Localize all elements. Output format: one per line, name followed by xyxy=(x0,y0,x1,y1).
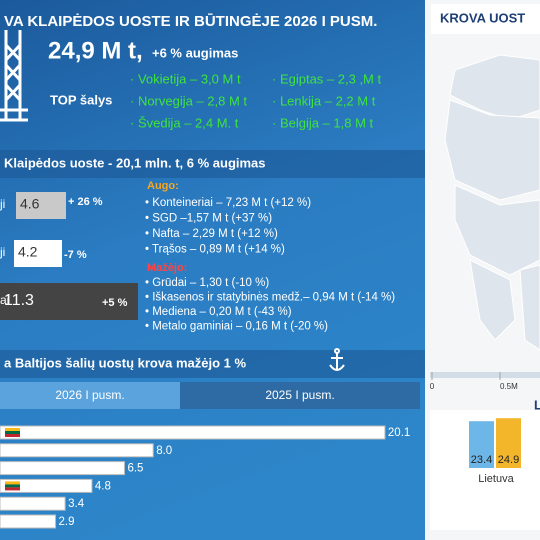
top-label: TOP šalys xyxy=(50,92,112,107)
scale-label: 0 xyxy=(430,382,435,391)
bar-label: 23.4 xyxy=(471,454,492,466)
bar-label: 2.9 xyxy=(59,516,75,528)
map-header xyxy=(431,4,540,34)
section-band xyxy=(0,350,425,378)
top-country: · Belgija – 1,8 M t xyxy=(272,115,374,130)
bar xyxy=(0,443,154,458)
top-country: · Norvegija – 2,8 M t xyxy=(130,93,247,108)
bar-label: 6.5 xyxy=(127,463,143,475)
tab xyxy=(0,382,180,409)
growth: +6 % augimas xyxy=(152,45,238,60)
bar xyxy=(0,478,93,493)
tab-label: 2025 I pusm. xyxy=(265,388,334,402)
top-country: · Lenkija – 2,2 M t xyxy=(272,93,376,108)
row-change: + 26 % xyxy=(68,196,103,208)
total: 24,9 M t, xyxy=(48,37,143,64)
row-label: ji xyxy=(0,245,5,259)
grew-item: • Trąšos – 0,89 M t (+14 %) xyxy=(145,244,285,256)
section-title: a Baltijos šalių uostų krova mažėjo 1 % xyxy=(4,355,246,370)
flag xyxy=(5,484,20,488)
row-label: ai xyxy=(0,293,9,307)
map xyxy=(444,54,540,351)
grew-item: • SGD –1,57 M t (+37 %) xyxy=(145,213,272,225)
row-value: 4.2 xyxy=(18,244,38,260)
bar xyxy=(0,496,66,511)
anchor-icon xyxy=(329,348,345,371)
flag xyxy=(5,434,20,437)
scale-label: 0.5M xyxy=(500,382,518,391)
grew-label: Augo: xyxy=(147,180,179,192)
map-title: KROVA UOST xyxy=(440,10,525,25)
flag xyxy=(5,487,20,491)
bar xyxy=(0,514,57,529)
row-value: 4.6 xyxy=(20,196,40,212)
grew-item: • Nafta – 2,29 M t (+12 %) xyxy=(145,228,278,240)
legend-title: L xyxy=(534,397,540,412)
row-change: +5 % xyxy=(102,297,128,309)
fell-item: • Metalo gaminiai – 0,16 M t (-20 %) xyxy=(145,321,328,333)
tab-label: 2026 I pusm. xyxy=(55,388,124,402)
bar-label: 20.1 xyxy=(388,427,410,439)
value-box xyxy=(14,240,62,267)
bar xyxy=(0,461,125,476)
fell-item: • Grūdai – 1,30 t (-10 %) xyxy=(145,277,269,289)
row-label: ji xyxy=(0,197,5,211)
flag xyxy=(5,481,20,485)
fell-item: • Mediena – 0,20 M t (-43 %) xyxy=(145,306,292,318)
bar xyxy=(496,418,521,468)
top-country: · Vokietija – 3,0 M t xyxy=(130,71,241,86)
value-box xyxy=(0,283,138,320)
top-country: · Egiptas – 2,3 ,M t xyxy=(272,71,381,86)
section-band xyxy=(0,150,425,178)
flag xyxy=(5,428,20,431)
row-value: 11.3 xyxy=(4,292,34,309)
tower-icon xyxy=(0,30,28,122)
bar-label: 4.8 xyxy=(95,480,111,492)
row-change: -7 % xyxy=(64,249,87,261)
grew-item: • Konteineriai – 7,23 M t (+12 %) xyxy=(145,197,311,209)
top-country: · Švedija – 2,4 M. t xyxy=(130,115,239,130)
section-title: Klaipėdos uoste - 20,1 mln. t, 6 % augim… xyxy=(4,155,266,170)
tab xyxy=(180,382,420,409)
bar xyxy=(0,425,386,440)
bar xyxy=(469,421,494,468)
bar-label: 3.4 xyxy=(68,498,85,510)
title: VA KLAIPĖDOS UOSTE IR BŪTINGĖJE 2026 I P… xyxy=(4,13,377,30)
scale-bar xyxy=(430,372,540,378)
value-box xyxy=(16,192,66,219)
bar-label: 8.0 xyxy=(156,445,172,457)
fell-label: Mažėjo: xyxy=(147,262,187,274)
category-label: Lietuva xyxy=(478,473,514,485)
fell-item: • Iškasenos ir statybinės medž.– 0,94 M … xyxy=(145,292,395,304)
flag xyxy=(5,431,20,434)
bar-label: 24.9 xyxy=(498,454,519,466)
